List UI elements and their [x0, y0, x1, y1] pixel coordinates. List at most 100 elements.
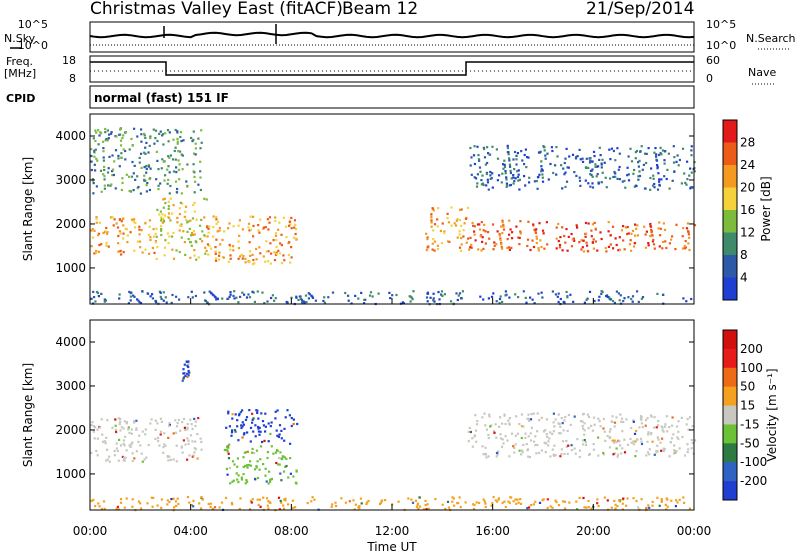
echo-cell — [118, 438, 121, 441]
echo-cell — [635, 184, 638, 188]
echo-cell — [555, 226, 558, 229]
echo-cell — [236, 419, 239, 422]
echo-cell — [241, 421, 244, 424]
echo-cell — [193, 233, 196, 236]
echo-cell — [638, 174, 642, 178]
echo-cell — [460, 249, 463, 252]
echo-cell — [572, 237, 575, 240]
echo-cell — [136, 298, 139, 301]
echo-cell — [157, 436, 160, 439]
echo-cell — [638, 426, 641, 429]
echo-cell — [499, 237, 502, 240]
echo-cell — [240, 476, 243, 479]
echo-cell — [625, 504, 628, 507]
echo-cell — [148, 219, 152, 222]
noise-right-tick-bottom: 10^0 — [706, 39, 736, 52]
echo-cell — [545, 433, 548, 436]
echo-cell — [661, 293, 665, 296]
echo-cell — [134, 226, 137, 229]
echo-cell — [199, 188, 202, 192]
echo-cell — [609, 298, 612, 301]
echo-cell — [554, 164, 557, 167]
echo-cell — [278, 463, 281, 466]
echo-cell — [265, 240, 268, 243]
echo-cell — [593, 221, 596, 224]
echo-cell — [274, 410, 277, 413]
echo-cell — [513, 446, 516, 450]
echo-cell — [503, 414, 506, 417]
echo-cell — [252, 235, 255, 238]
echo-cell — [102, 440, 105, 443]
echo-cell — [323, 301, 326, 304]
echo-cell — [552, 171, 555, 175]
echo-cell — [665, 177, 668, 181]
echo-cell — [589, 173, 592, 176]
echo-cell — [689, 187, 692, 190]
echo-cell — [116, 226, 120, 229]
echo-cell — [124, 227, 127, 230]
echo-cell — [110, 183, 113, 186]
echo-cell — [583, 422, 586, 425]
echo-cell — [446, 212, 449, 215]
echo-cell — [138, 434, 141, 437]
echo-cell — [693, 224, 697, 227]
echo-cell — [120, 144, 123, 147]
echo-cell — [169, 154, 172, 157]
echo-cell — [294, 228, 298, 231]
echo-cell — [513, 451, 516, 454]
echo-cell — [650, 230, 653, 234]
echo-cell — [687, 428, 690, 431]
echo-cell — [582, 443, 585, 446]
echo-cell — [469, 164, 472, 167]
echo-cell — [534, 500, 537, 503]
echo-cell — [195, 258, 198, 261]
echo-cell — [508, 163, 511, 166]
echo-cell — [331, 291, 335, 294]
echo-cell — [249, 440, 252, 443]
echo-cell — [284, 465, 287, 468]
echo-cell — [207, 231, 210, 234]
echo-cell — [242, 456, 245, 459]
echo-cell — [152, 496, 155, 499]
echo-cell — [268, 470, 271, 473]
echo-cell — [194, 448, 197, 451]
echo-cell — [128, 431, 131, 434]
echo-cell — [154, 300, 157, 303]
echo-cell — [599, 231, 602, 234]
echo-cell — [484, 446, 487, 449]
echo-cell — [630, 249, 633, 252]
freq-left-tick-bottom: 8 — [69, 72, 76, 85]
echo-cell — [527, 156, 530, 159]
echo-cell — [274, 216, 277, 219]
echo-cell — [508, 159, 511, 162]
echo-cell — [562, 300, 565, 303]
echo-cell — [632, 420, 635, 423]
echo-cell — [168, 156, 171, 159]
echo-cell — [117, 250, 120, 253]
echo-cell — [528, 456, 531, 459]
echo-cell — [248, 463, 251, 467]
echo-cell — [178, 178, 181, 181]
echo-cell — [532, 245, 536, 249]
echo-cell — [503, 165, 507, 169]
echo-cell — [618, 440, 621, 443]
echo-cell — [487, 152, 490, 155]
echo-cell — [256, 409, 259, 412]
y-tick-label: 1000 — [55, 261, 86, 275]
echo-cell — [668, 242, 671, 245]
echo-cell — [147, 151, 150, 154]
echo-cell — [244, 261, 247, 264]
echo-cell — [425, 249, 428, 252]
echo-cell — [259, 252, 262, 255]
echo-cell — [667, 152, 670, 155]
echo-cell — [530, 504, 533, 507]
echo-cell — [520, 150, 523, 153]
echo-cell — [135, 427, 138, 430]
echo-cell — [630, 160, 634, 163]
echo-cell — [656, 496, 659, 499]
velocity-cells — [90, 360, 697, 512]
echo-cell — [426, 246, 429, 249]
echo-cell — [620, 420, 623, 423]
echo-cell — [172, 257, 176, 260]
echo-cell — [106, 448, 109, 451]
